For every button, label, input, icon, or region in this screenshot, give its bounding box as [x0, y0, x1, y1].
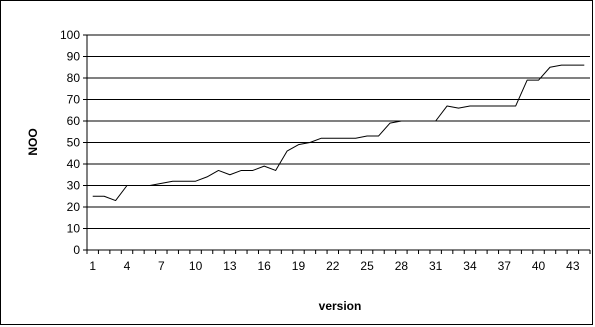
- x-tick-label: 16: [258, 259, 272, 273]
- x-tick-label: 10: [189, 259, 203, 273]
- y-tick-labels: 0 10 20 30 40 50 60 70 80 90 100: [60, 28, 80, 257]
- series-line: [92, 64, 585, 202]
- x-axis-title: version: [319, 299, 362, 313]
- y-tick-label: 40: [67, 157, 81, 171]
- y-tick-label: 80: [67, 71, 81, 85]
- x-tick-label: 22: [326, 259, 340, 273]
- y-tick-label: 30: [67, 179, 81, 193]
- series: [92, 64, 585, 202]
- x-tick-label: 4: [124, 259, 131, 273]
- y-tick-label: 50: [67, 136, 81, 150]
- y-tick-label: 20: [67, 200, 81, 214]
- x-tick-label: 43: [566, 259, 580, 273]
- x-tick-label: 37: [498, 259, 512, 273]
- axes: [83, 34, 591, 254]
- y-tick-label: 100: [60, 28, 80, 42]
- x-tick-label: 13: [223, 259, 237, 273]
- y-tick-label: 60: [67, 114, 81, 128]
- y-axis-title: NOO: [26, 128, 40, 155]
- gridlines: [87, 34, 590, 251]
- y-tick-label: 70: [67, 93, 81, 107]
- x-tick-label: 31: [429, 259, 443, 273]
- x-tick-labels: 1 4 7 10 13 16 19 22 25 28 31 34 37 40 43: [89, 259, 579, 273]
- y-tick-label: 10: [67, 222, 81, 236]
- y-tick-label: 0: [73, 243, 80, 257]
- x-tick-label: 34: [463, 259, 477, 273]
- x-tick-label: 40: [532, 259, 546, 273]
- y-tick-label: 90: [67, 50, 81, 64]
- x-tick-label: 1: [89, 259, 96, 273]
- x-tick-label: 19: [292, 259, 306, 273]
- x-tick-label: 7: [158, 259, 165, 273]
- x-tick-label: 25: [360, 259, 374, 273]
- x-tick-label: 28: [395, 259, 409, 273]
